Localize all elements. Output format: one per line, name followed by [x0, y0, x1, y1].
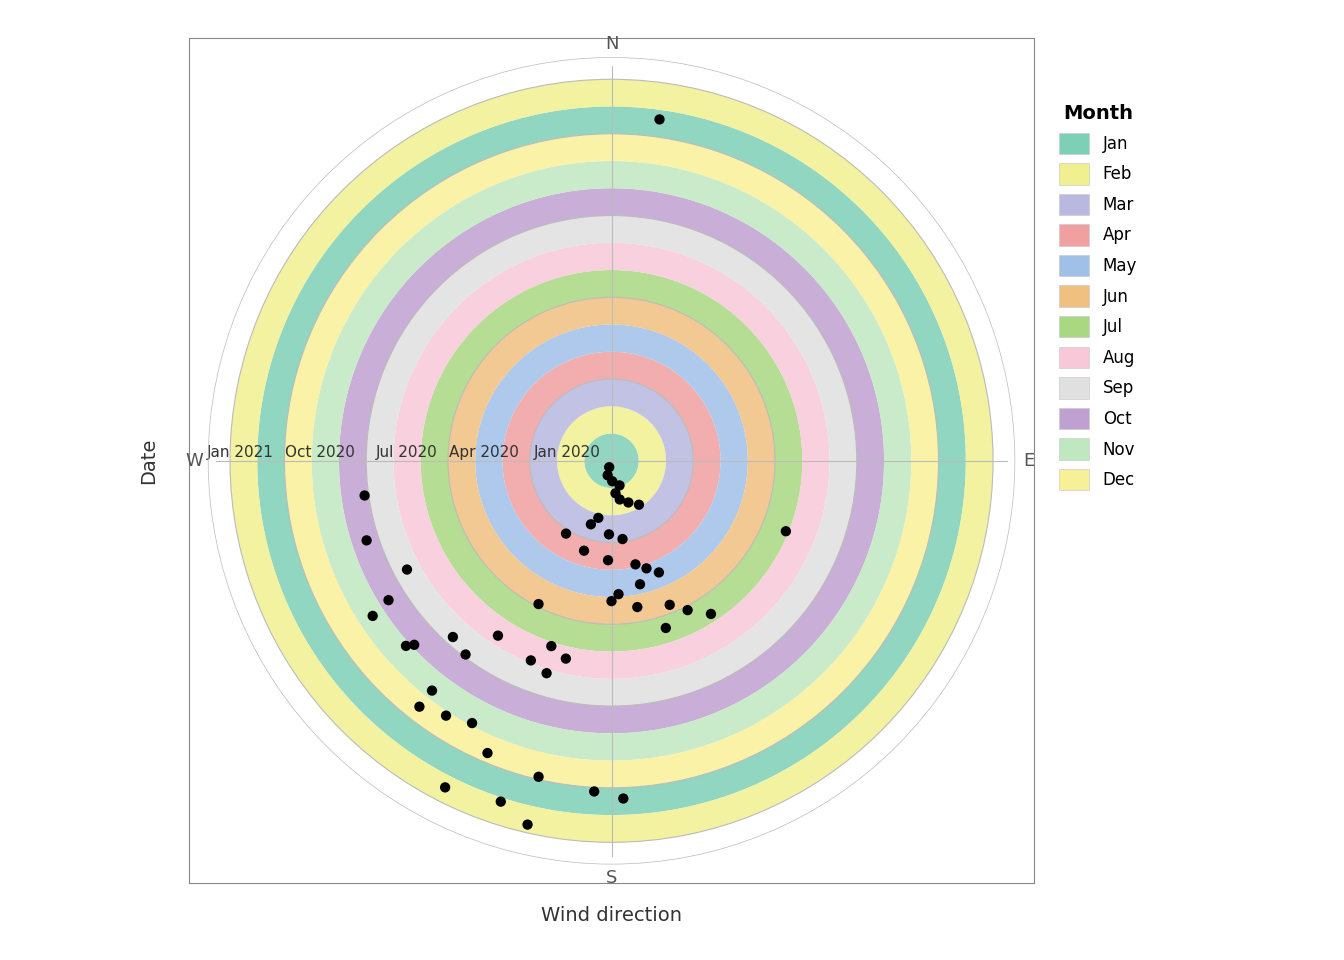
Point: [587, 510, 609, 525]
Point: [613, 791, 634, 806]
Polygon shape: [312, 161, 911, 760]
Polygon shape: [339, 188, 884, 733]
Point: [609, 478, 630, 493]
Point: [403, 637, 425, 653]
Point: [775, 523, 797, 539]
Point: [409, 699, 430, 714]
Text: E: E: [1023, 452, 1034, 469]
Point: [625, 557, 646, 572]
Text: Date: Date: [138, 438, 157, 484]
Polygon shape: [556, 406, 667, 516]
Text: Jan 2020: Jan 2020: [534, 445, 601, 460]
Text: W: W: [185, 452, 203, 469]
Point: [555, 526, 577, 541]
Point: [598, 460, 620, 475]
Point: [598, 527, 620, 542]
Point: [396, 562, 418, 577]
Point: [628, 497, 649, 513]
Text: Jan 2021: Jan 2021: [207, 445, 274, 460]
Point: [353, 488, 375, 503]
Text: Wind direction: Wind direction: [542, 906, 681, 925]
Point: [540, 638, 562, 654]
Point: [520, 653, 542, 668]
Point: [421, 683, 442, 698]
Point: [581, 516, 602, 532]
Point: [488, 628, 509, 643]
Point: [605, 486, 626, 501]
Polygon shape: [230, 80, 993, 842]
Point: [609, 492, 630, 507]
Point: [700, 607, 722, 622]
Point: [356, 533, 378, 548]
Point: [601, 593, 622, 609]
Point: [629, 577, 650, 592]
Point: [435, 708, 457, 723]
Point: [517, 817, 539, 832]
Polygon shape: [257, 107, 966, 815]
Point: [555, 651, 577, 666]
Point: [618, 494, 640, 510]
Point: [442, 630, 464, 645]
Point: [477, 745, 499, 760]
Point: [491, 794, 512, 809]
Point: [597, 553, 618, 568]
Point: [378, 592, 399, 608]
Point: [607, 587, 629, 602]
Point: [395, 638, 417, 654]
Polygon shape: [476, 324, 747, 597]
Point: [636, 561, 657, 576]
Polygon shape: [585, 434, 638, 488]
Text: N: N: [605, 35, 618, 53]
Point: [536, 665, 558, 681]
Point: [602, 473, 624, 489]
Polygon shape: [285, 133, 938, 788]
Polygon shape: [367, 216, 856, 706]
Point: [461, 715, 482, 731]
Point: [677, 603, 699, 618]
Text: Oct 2020: Oct 2020: [285, 445, 355, 460]
Point: [626, 599, 648, 614]
Polygon shape: [530, 379, 694, 542]
Text: Apr 2020: Apr 2020: [449, 445, 519, 460]
Polygon shape: [421, 270, 802, 652]
Point: [528, 769, 550, 784]
Point: [612, 532, 633, 547]
Point: [362, 609, 383, 624]
Point: [597, 468, 618, 483]
Point: [528, 596, 550, 612]
Polygon shape: [394, 243, 829, 679]
Point: [583, 783, 605, 799]
Polygon shape: [448, 298, 775, 624]
Point: [655, 620, 676, 636]
Legend: Jan, Feb, Mar, Apr, May, Jun, Jul, Aug, Sep, Oct, Nov, Dec: Jan, Feb, Mar, Apr, May, Jun, Jul, Aug, …: [1059, 105, 1137, 491]
Point: [434, 780, 456, 795]
Point: [659, 597, 680, 612]
Point: [574, 543, 595, 559]
Text: S: S: [606, 869, 617, 887]
Text: Jul 2020: Jul 2020: [375, 445, 437, 460]
Point: [648, 564, 669, 580]
Polygon shape: [503, 351, 720, 570]
Point: [649, 111, 671, 127]
Point: [454, 647, 476, 662]
